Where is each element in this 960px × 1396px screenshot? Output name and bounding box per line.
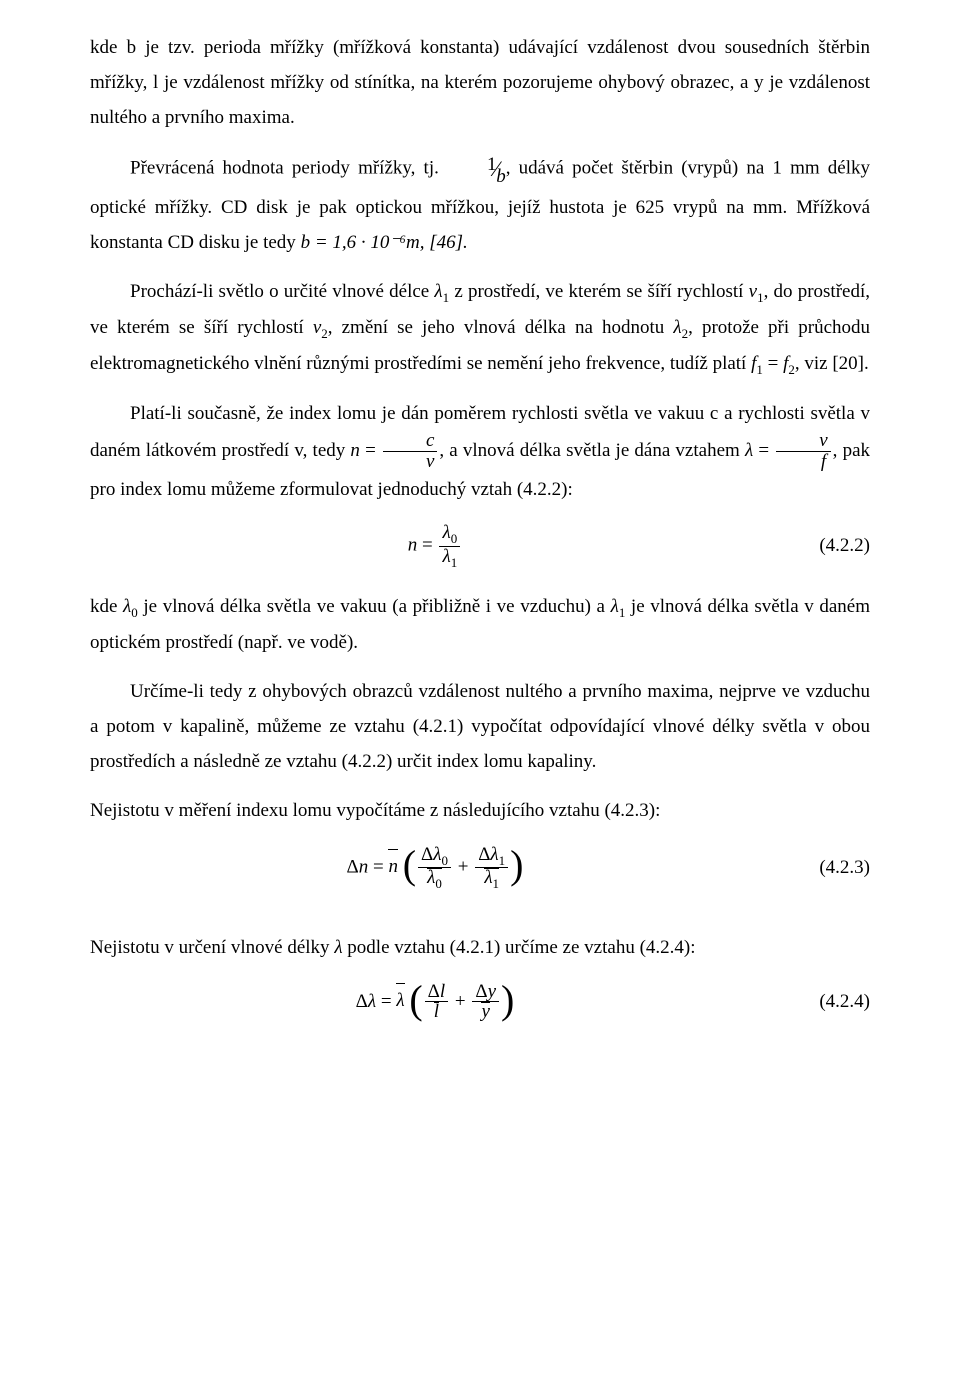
frac-c-over-v: cv: [383, 431, 437, 472]
paragraph-1: kde b je tzv. perioda mřížky (mřížková k…: [90, 30, 870, 135]
text-p4b: , a vlnová délka světla je dána vztahem: [439, 440, 745, 461]
frac-1-over-b: 1⁄b: [447, 149, 506, 190]
equation-body: Δλ = λ (Δll + Δyy): [90, 982, 780, 1023]
paragraph-3: Prochází-li světlo o určité vlnové délce…: [90, 274, 870, 382]
text-p2c: b = 1,6 ∙ 10⁻⁶m, [46].: [301, 232, 468, 253]
equation-4-2-2: n = λ0λ1 (4.2.2): [90, 523, 870, 569]
frac-v-over-f: vf: [776, 431, 830, 472]
page: kde b je tzv. perioda mřížky (mřížková k…: [0, 0, 960, 1082]
paragraph-6: Určíme-li tedy z ohybových obrazců vzdál…: [90, 674, 870, 779]
equation-body: Δn = n (Δλ0λ0 + Δλ1λ1): [90, 845, 780, 891]
equation-body: n = λ0λ1: [90, 523, 780, 569]
equation-4-2-4: Δλ = λ (Δll + Δyy) (4.2.4): [90, 982, 870, 1023]
equation-number: (4.2.4): [780, 984, 870, 1019]
paragraph-7: Nejistotu v měření indexu lomu vypočítám…: [90, 793, 870, 828]
paragraph-4: Platí-li současně, že index lomu je dán …: [90, 396, 870, 507]
equation-4-2-3: Δn = n (Δλ0λ0 + Δλ1λ1) (4.2.3): [90, 845, 870, 891]
equation-number: (4.2.2): [780, 528, 870, 563]
paragraph-2: Převrácená hodnota periody mřížky, tj. 1…: [90, 149, 870, 260]
equation-number: (4.2.3): [780, 850, 870, 885]
paragraph-8: Nejistotu v určení vlnové délky λ podle …: [90, 930, 870, 965]
paragraph-5: kde λ0 je vlnová délka světla ve vakuu (…: [90, 589, 870, 660]
text-p2a: Převrácená hodnota periody mřížky, tj.: [130, 158, 447, 179]
